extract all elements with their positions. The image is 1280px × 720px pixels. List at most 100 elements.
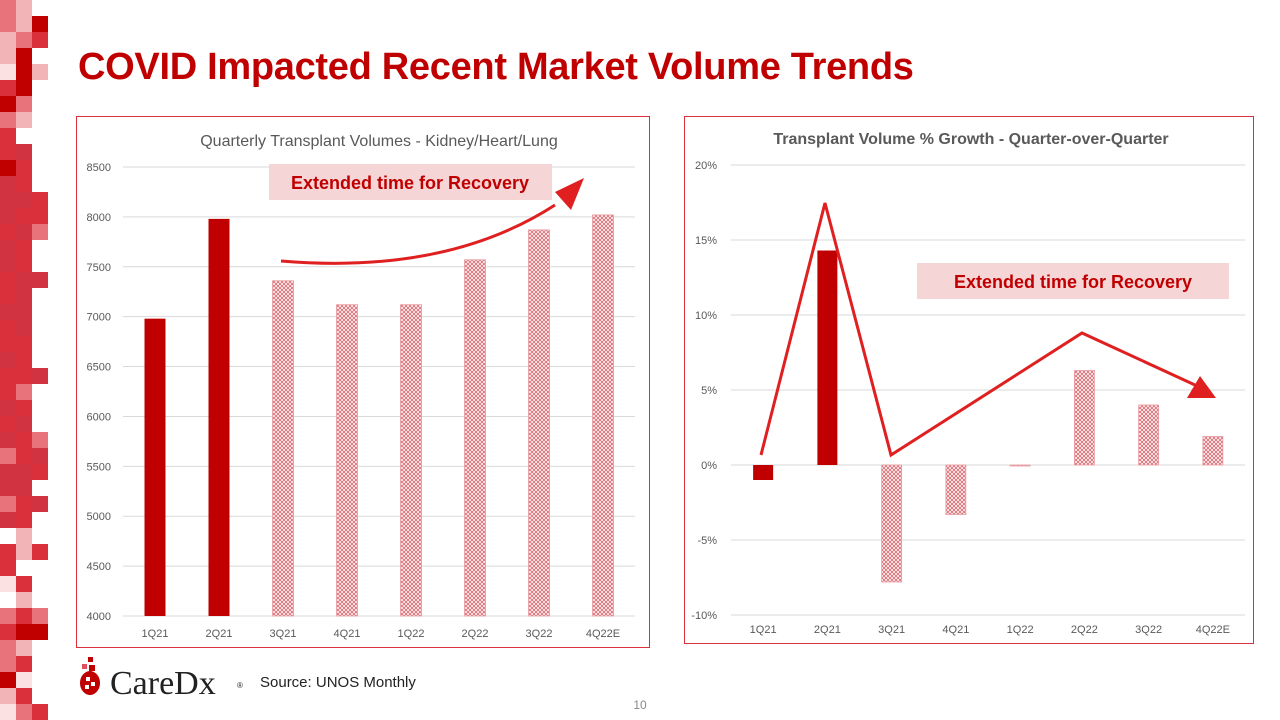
- mosaic-tile: [0, 320, 16, 336]
- mosaic-tile: [0, 448, 16, 464]
- mosaic-tile: [16, 176, 32, 192]
- mosaic-tile: [16, 624, 32, 640]
- annotation-box: [917, 263, 1229, 299]
- y-tick-label: 10%: [695, 310, 717, 322]
- mosaic-tile: [0, 160, 16, 176]
- mosaic-tile: [32, 672, 48, 688]
- volumes-chart: Quarterly Transplant Volumes - Kidney/He…: [87, 133, 635, 640]
- mosaic-tile: [16, 288, 32, 304]
- mosaic-tile: [0, 496, 16, 512]
- mosaic-tile: [0, 704, 16, 720]
- mosaic-tile: [32, 576, 48, 592]
- mosaic-tile: [32, 48, 48, 64]
- y-tick-label: 0%: [701, 460, 717, 472]
- x-tick-label: 1Q22: [398, 628, 425, 640]
- y-tick-label: 4000: [87, 611, 111, 623]
- mosaic-tile: [32, 496, 48, 512]
- mosaic-tile: [0, 544, 16, 560]
- trend-arrow-line: [759, 202, 1196, 458]
- mosaic-tile: [16, 144, 32, 160]
- mosaic-tile: [32, 592, 48, 608]
- pixel-mosaic-decoration: [0, 0, 48, 720]
- mosaic-tile: [0, 416, 16, 432]
- bar-2q22: [1073, 370, 1095, 466]
- y-tick-label: 7000: [87, 312, 111, 324]
- mosaic-tile: [32, 368, 48, 384]
- mosaic-tile: [0, 688, 16, 704]
- bar-3q22: [1138, 404, 1160, 466]
- mosaic-tile: [16, 192, 32, 208]
- mosaic-tile: [32, 640, 48, 656]
- mosaic-tile: [16, 128, 32, 144]
- bar-4q21: [945, 464, 967, 515]
- bar-1q22: [400, 304, 422, 617]
- mosaic-tile: [32, 16, 48, 32]
- growth-chart: Transplant Volume % Growth - Quarter-ove…: [691, 131, 1245, 636]
- mosaic-tile: [0, 64, 16, 80]
- mosaic-tile: [32, 464, 48, 480]
- logo-text: CareDx: [110, 665, 216, 701]
- mosaic-tile: [16, 64, 32, 80]
- y-tick-label: 5000: [87, 511, 111, 523]
- mosaic-tile: [16, 464, 32, 480]
- mosaic-tile: [16, 576, 32, 592]
- mosaic-tile: [16, 320, 32, 336]
- mosaic-tile: [16, 432, 32, 448]
- caredx-logo: CareDx ®: [80, 657, 243, 701]
- mosaic-tile: [16, 704, 32, 720]
- bar-1q21: [144, 318, 166, 616]
- y-tick-label: 7500: [87, 262, 111, 274]
- annotation-box: [269, 164, 552, 200]
- mosaic-tile: [0, 624, 16, 640]
- mosaic-tile: [32, 400, 48, 416]
- page-number: 10: [633, 698, 647, 712]
- x-tick-label: 1Q21: [142, 628, 169, 640]
- logo-mark-icon: [80, 657, 100, 695]
- mosaic-tile: [0, 0, 16, 16]
- mosaic-tile: [32, 176, 48, 192]
- mosaic-tile: [0, 672, 16, 688]
- mosaic-tile: [32, 544, 48, 560]
- mosaic-tile: [32, 608, 48, 624]
- mosaic-tile: [32, 304, 48, 320]
- mosaic-tile: [0, 512, 16, 528]
- x-tick-label: 2Q21: [206, 628, 233, 640]
- bar-4q21: [336, 304, 358, 617]
- y-tick-label: -5%: [697, 535, 717, 547]
- mosaic-tile: [0, 480, 16, 496]
- mosaic-tile: [16, 160, 32, 176]
- mosaic-tile: [32, 384, 48, 400]
- x-tick-label: 3Q21: [878, 624, 905, 636]
- mosaic-tile: [32, 224, 48, 240]
- mosaic-tile: [16, 32, 32, 48]
- y-tick-label: 5500: [87, 461, 111, 473]
- mosaic-tile: [0, 352, 16, 368]
- mosaic-tile: [0, 656, 16, 672]
- mosaic-tile: [16, 656, 32, 672]
- mosaic-tile: [0, 464, 16, 480]
- x-tick-label: 4Q22E: [1196, 624, 1230, 636]
- mosaic-tile: [32, 128, 48, 144]
- mosaic-tile: [16, 688, 32, 704]
- bar-4q22e: [592, 214, 614, 617]
- x-tick-label: 4Q21: [942, 624, 969, 636]
- mosaic-tile: [32, 240, 48, 256]
- volumes-chart-panel: Quarterly Transplant Volumes - Kidney/He…: [76, 116, 650, 648]
- mosaic-tile: [0, 368, 16, 384]
- x-tick-label: 2Q22: [1071, 624, 1098, 636]
- mosaic-tile: [32, 512, 48, 528]
- mosaic-tile: [32, 448, 48, 464]
- mosaic-tile: [16, 96, 32, 112]
- mosaic-tile: [32, 528, 48, 544]
- arrowhead-icon: [555, 178, 584, 210]
- mosaic-tile: [32, 32, 48, 48]
- y-axis: 4000 4500 5000 5500 6000 6500 7000 7500 8000 8500: [87, 162, 111, 623]
- y-tick-label: -10%: [691, 610, 717, 622]
- mosaic-tile: [16, 368, 32, 384]
- mosaic-tile: [32, 192, 48, 208]
- y-tick-label: 4500: [87, 561, 111, 573]
- bar-1q21: [753, 465, 774, 480]
- mosaic-tile: [32, 336, 48, 352]
- mosaic-tile: [16, 384, 32, 400]
- mosaic-tile: [0, 32, 16, 48]
